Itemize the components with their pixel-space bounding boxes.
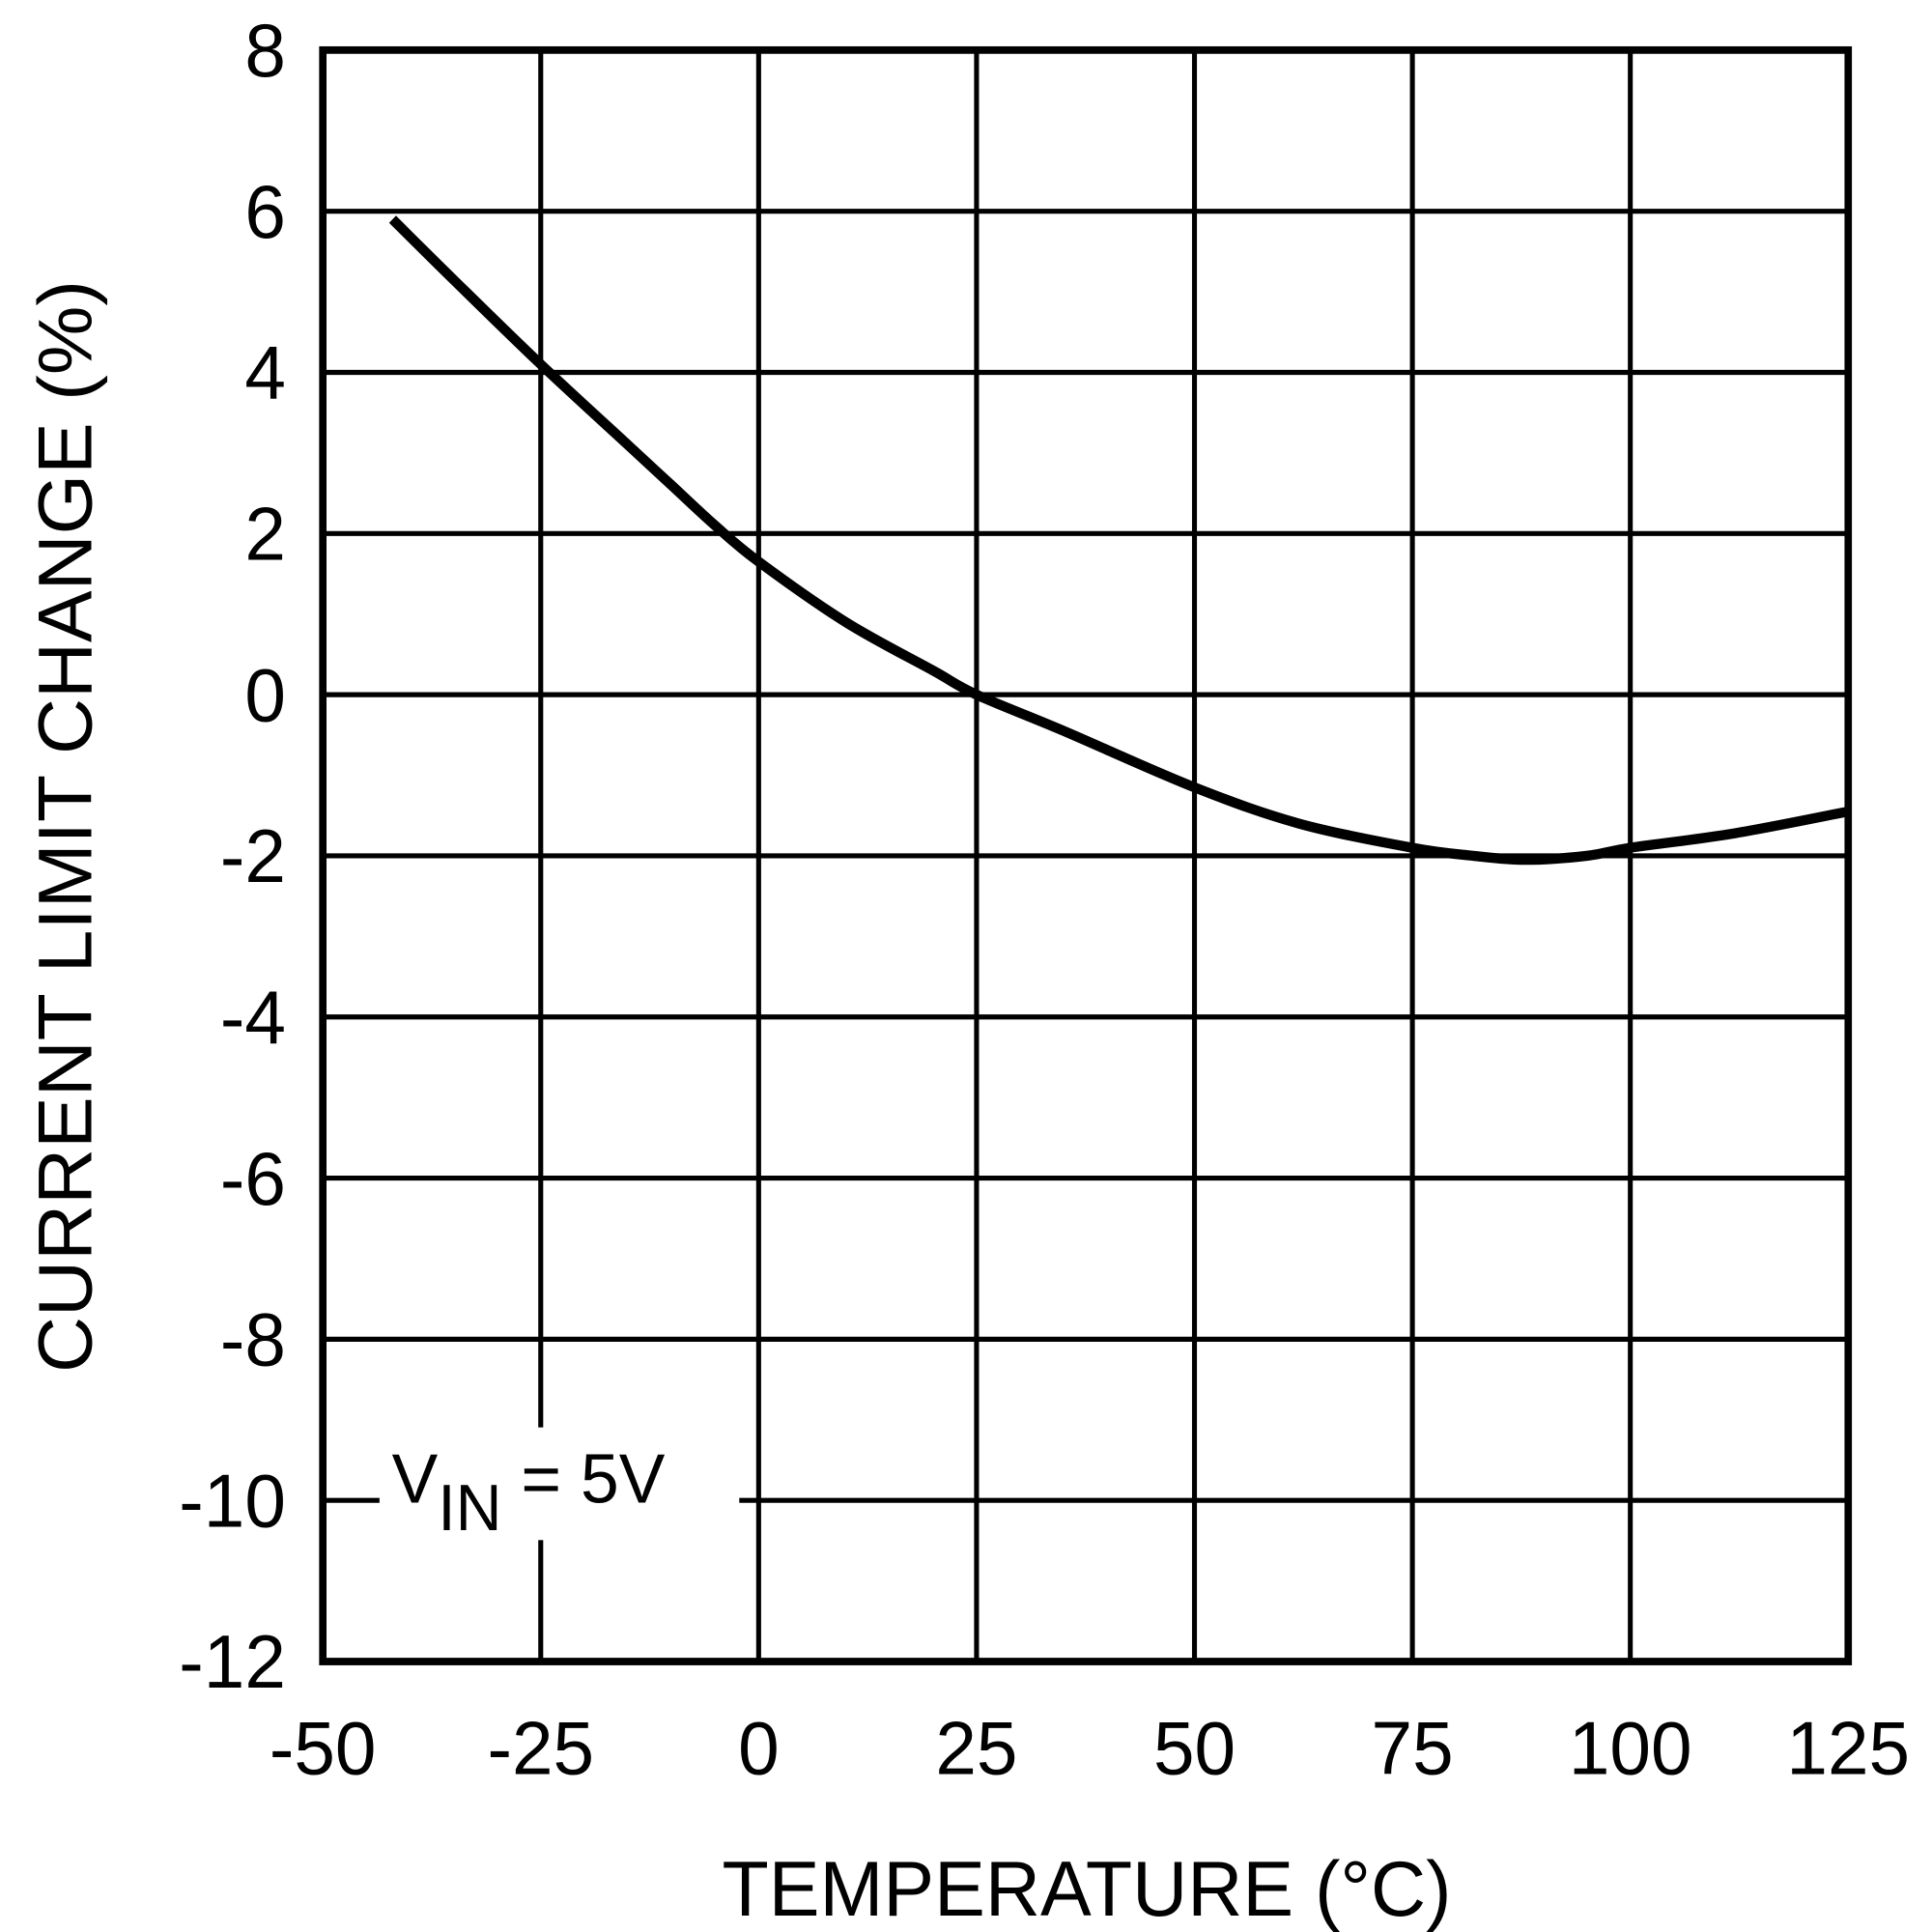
- x-tick-label: 125: [1786, 1707, 1910, 1791]
- x-tick-label: 75: [1372, 1707, 1454, 1791]
- y-tick-label: 2: [244, 493, 286, 577]
- x-axis-label: TEMPERATURE (°C): [722, 1846, 1451, 1932]
- y-tick-label: -8: [220, 1298, 286, 1382]
- plot-frame: [319, 45, 1853, 1665]
- x-tick-label: 0: [738, 1707, 780, 1791]
- y-tick-labels: 8 6 4 2 0 -2 -4 -6 -8 -10 -12: [179, 10, 286, 1705]
- y-tick-label: -6: [220, 1137, 286, 1221]
- x-tick-label: -50: [270, 1707, 377, 1791]
- x-tick-label: 50: [1153, 1707, 1236, 1791]
- y-tick-label: 4: [244, 331, 286, 415]
- y-tick-label: -12: [179, 1621, 286, 1705]
- y-tick-label: -10: [179, 1460, 286, 1544]
- series-line: [388, 215, 1850, 866]
- y-tick-label: 0: [244, 654, 286, 738]
- y-axis-label: CURRENT LIMIT CHANGE (%): [22, 280, 107, 1373]
- x-tick-label: 25: [935, 1707, 1017, 1791]
- annotation-text: VIN = 5V: [392, 1440, 666, 1545]
- annotation-background: [379, 1427, 740, 1541]
- y-tick-label: 8: [244, 10, 286, 94]
- x-tick-label: -25: [487, 1707, 594, 1791]
- y-tick-label: -4: [220, 976, 286, 1060]
- annotation: VIN = 5V: [379, 1427, 740, 1545]
- curve-layer: [388, 215, 1850, 866]
- x-tick-labels: -50 -25 0 25 50 75 100 125: [270, 1707, 1910, 1791]
- x-tick-label: 100: [1569, 1707, 1692, 1791]
- y-tick-label: -2: [220, 815, 286, 899]
- grid: [320, 47, 1851, 1664]
- y-tick-label: 6: [244, 170, 286, 254]
